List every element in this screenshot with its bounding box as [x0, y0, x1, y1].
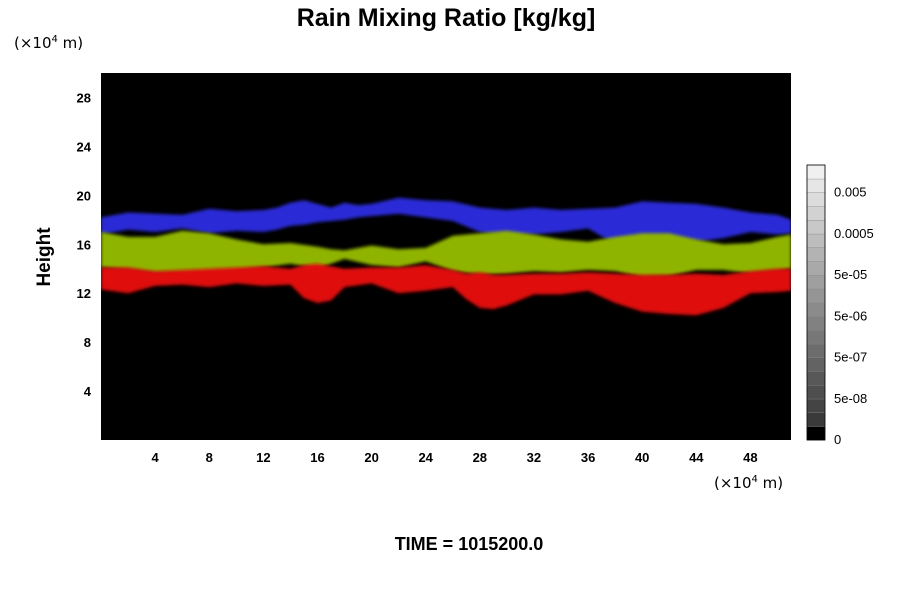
- colorbar-level: [806, 357, 826, 372]
- chart-title: Rain Mixing Ratio [kg/kg]: [297, 4, 596, 32]
- colorbar-level: [806, 302, 826, 317]
- colorbar-frame: [806, 164, 826, 441]
- time-label: TIME = 1015200.0: [395, 534, 544, 554]
- colorbar-level: [806, 178, 826, 194]
- colorbar-level: [806, 261, 826, 276]
- rain-layers: [101, 197, 791, 316]
- x-axis-unit-prefix: (×10: [714, 474, 752, 492]
- y-tick-label: 20: [77, 188, 91, 203]
- x-tick-label: 36: [581, 450, 595, 465]
- y-axis-unit-exponent: 4: [52, 34, 58, 45]
- x-tick-label: 48: [743, 450, 757, 465]
- y-axis-unit: (×104 m): [14, 34, 83, 52]
- colorbar-level: [806, 412, 826, 427]
- colorbar-label: 0.0005: [834, 226, 874, 241]
- colorbar-label: 5e-08: [834, 391, 867, 406]
- rain-layer-1: [101, 230, 791, 278]
- y-tick-label: 8: [84, 335, 91, 350]
- colorbar-level: [806, 288, 826, 304]
- rain-layer-2: [101, 263, 791, 316]
- colorbar-level: [806, 329, 826, 345]
- y-tick-label: 24: [77, 139, 92, 154]
- x-axis-unit-exponent: 4: [752, 474, 758, 485]
- colorbar-level: [806, 316, 826, 331]
- x-tick-label: 28: [473, 450, 487, 465]
- y-tick-label: 12: [77, 286, 91, 301]
- x-axis-ticks: 4 8 12 16 20 24 28 32 36 40 44 48: [151, 450, 757, 465]
- y-axis-unit-suffix: m): [58, 34, 83, 52]
- colorbar-label: 5e-07: [834, 350, 867, 365]
- x-tick-label: 8: [206, 450, 213, 465]
- x-tick-label: 32: [527, 450, 541, 465]
- colorbar-label: 5e-06: [834, 308, 867, 323]
- x-tick-label: 44: [689, 450, 704, 465]
- colorbar-level: [806, 192, 826, 207]
- x-axis-unit: (×104 m): [714, 474, 783, 492]
- x-tick-label: 40: [635, 450, 649, 465]
- colorbar-label: 0.005: [834, 185, 867, 200]
- colorbar-level: [806, 274, 826, 290]
- y-axis-ticks: 4 8 12 16 20 24 28: [77, 91, 92, 400]
- x-axis-unit-suffix: m): [758, 474, 783, 492]
- y-tick-label: 4: [84, 384, 92, 399]
- colorbar-level: [806, 384, 826, 400]
- colorbar-level: [806, 343, 826, 359]
- x-tick-label: 4: [151, 450, 159, 465]
- y-tick-label: 16: [77, 237, 91, 252]
- colorbar-level: [806, 426, 826, 441]
- y-tick-label: 28: [77, 91, 91, 106]
- x-tick-label: 16: [310, 450, 324, 465]
- colorbar-level: [806, 371, 826, 386]
- x-tick-label: 24: [418, 450, 433, 465]
- colorbar-label: 0: [834, 432, 841, 447]
- colorbar: 0 5e-08 5e-07 5e-06 5e-05 0.0005 0.005: [806, 164, 874, 447]
- colorbar-level: [806, 398, 826, 414]
- x-tick-label: 12: [256, 450, 270, 465]
- colorbar-level: [806, 247, 826, 262]
- rain-layer-0: [101, 197, 791, 247]
- y-axis-unit-prefix: (×10: [14, 34, 52, 52]
- colorbar-label: 5e-05: [834, 267, 867, 282]
- colorbar-level: [806, 233, 826, 249]
- x-tick-label: 20: [364, 450, 378, 465]
- colorbar-level: [806, 206, 826, 221]
- colorbar-level: [806, 164, 826, 180]
- colorbar-level: [806, 219, 826, 235]
- y-axis-label: Height: [34, 227, 55, 287]
